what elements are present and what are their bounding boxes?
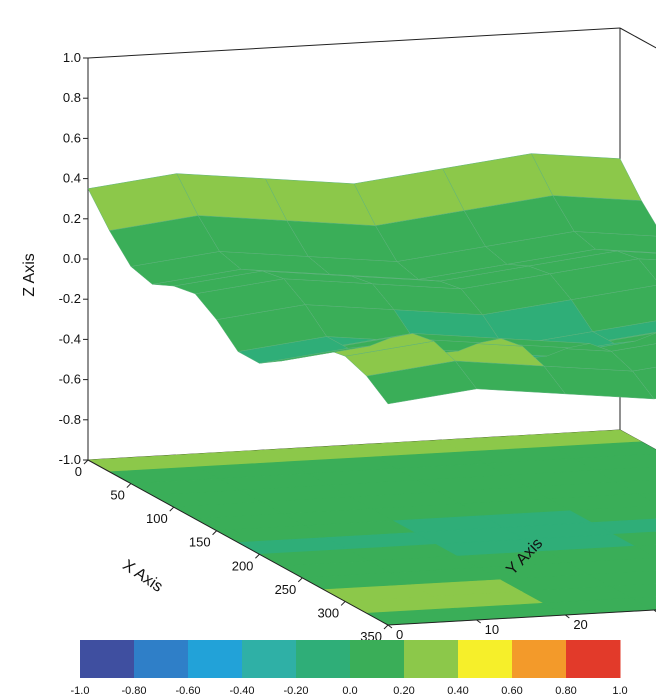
floor-cell xyxy=(567,557,656,575)
x-tick-label: 150 xyxy=(189,535,211,550)
surface-mesh xyxy=(87,153,656,405)
colorbar-swatch xyxy=(350,640,405,678)
x-tick-mark xyxy=(340,601,346,606)
y-tick-mark xyxy=(653,609,656,613)
x-axis-label: X Axis xyxy=(119,557,165,596)
z-tick-label: 0.2 xyxy=(63,211,81,226)
x-tick-mark xyxy=(126,483,132,488)
floor-cell xyxy=(637,492,656,504)
top-right-edge xyxy=(619,27,656,49)
colorbar-label: -0.60 xyxy=(175,685,200,697)
x-axis-line xyxy=(87,459,389,626)
z-axis-label: Z Axis xyxy=(21,253,38,297)
floor-cell xyxy=(545,545,656,564)
z-tick-label: -0.2 xyxy=(59,291,81,306)
z-tick-label: 0.4 xyxy=(63,171,81,186)
floor-contour xyxy=(86,429,656,626)
z-tick-label: -0.4 xyxy=(59,331,81,346)
colorbar-labels: -1.0 -0.80 -0.60 -0.40 -0.20 0.0 0.20 0.40 0.60 0… xyxy=(71,685,628,697)
y-axis-ticks: 0102030405060 xyxy=(387,609,656,642)
colorbar-label: 0.20 xyxy=(393,685,414,697)
floor-cell xyxy=(613,531,656,547)
x-tick-label: 200 xyxy=(232,558,254,573)
x-tick-mark xyxy=(212,530,217,536)
colorbar-swatch xyxy=(512,640,567,678)
colorbar-swatch xyxy=(566,640,621,678)
z-tick-label: 0.8 xyxy=(63,90,81,105)
floor-cell xyxy=(551,441,656,459)
floor-cell xyxy=(634,544,656,558)
colorbar-label: -1.0 xyxy=(71,685,90,697)
floor-cell xyxy=(615,479,656,495)
z-tick-label: 0.6 xyxy=(63,130,81,145)
colorbar-label: 0.0 xyxy=(342,685,357,697)
floor-cell xyxy=(573,453,656,471)
z-tick-label: -0.6 xyxy=(59,372,81,387)
y-tick-mark xyxy=(387,624,393,629)
x-tick-mark xyxy=(83,459,89,465)
x-tick-mark xyxy=(255,553,260,559)
floor-cell xyxy=(610,583,656,599)
y-tick-label: 20 xyxy=(573,617,587,632)
colorbar-label: 0.60 xyxy=(501,685,522,697)
colorbar-label: -0.20 xyxy=(283,685,308,697)
colorbar-swatch xyxy=(296,640,351,678)
x-tick-label: 300 xyxy=(317,605,339,620)
x-tick-label: 0 xyxy=(75,464,82,479)
colorbar-label: -0.40 xyxy=(229,685,254,697)
x-tick-mark xyxy=(297,577,303,583)
surface-cell xyxy=(87,173,199,231)
x-tick-mark xyxy=(169,506,175,512)
x-tick-label: 50 xyxy=(110,488,124,503)
floor-cell xyxy=(570,505,656,523)
floor-cell xyxy=(548,493,656,512)
colorbar xyxy=(80,640,621,678)
z-tick-label: -1.0 xyxy=(59,452,81,467)
floor-cell xyxy=(588,570,656,587)
colorbar-label: -0.80 xyxy=(121,685,146,697)
colorbar-label: 0.40 xyxy=(447,685,468,697)
x-tick-label: 250 xyxy=(275,582,297,597)
colorbar-label: 0.80 xyxy=(555,685,576,697)
colorbar-label: 1.0 xyxy=(612,685,627,697)
floor-cell xyxy=(631,596,656,611)
colorbar-swatch xyxy=(134,640,189,678)
top-left-edge xyxy=(87,27,621,59)
y-tick-label: 0 xyxy=(396,627,403,642)
colorbar-swatch xyxy=(458,640,513,678)
colorbar-swatch xyxy=(188,640,243,678)
y-tick-mark xyxy=(565,614,570,619)
z-tick-label: 1.0 xyxy=(63,50,81,65)
y-tick-mark xyxy=(476,619,481,624)
z-axis-ticks: 1.0 0.8 0.6 0.4 0.2 0.0 -0.2 -0.4 -0.6 -0.8 -1.0 xyxy=(59,50,88,467)
floor-cell xyxy=(594,466,656,483)
floor-cell xyxy=(591,518,656,535)
colorbar-swatch xyxy=(80,640,135,678)
colorbar-swatch xyxy=(404,640,459,678)
x-tick-label: 100 xyxy=(146,511,168,526)
y-tick-label: 10 xyxy=(485,622,499,637)
z-tick-label: 0.0 xyxy=(63,251,81,266)
x-tick-mark xyxy=(383,624,389,630)
z-tick-label: -0.8 xyxy=(59,412,81,427)
colorbar-swatch xyxy=(242,640,297,678)
